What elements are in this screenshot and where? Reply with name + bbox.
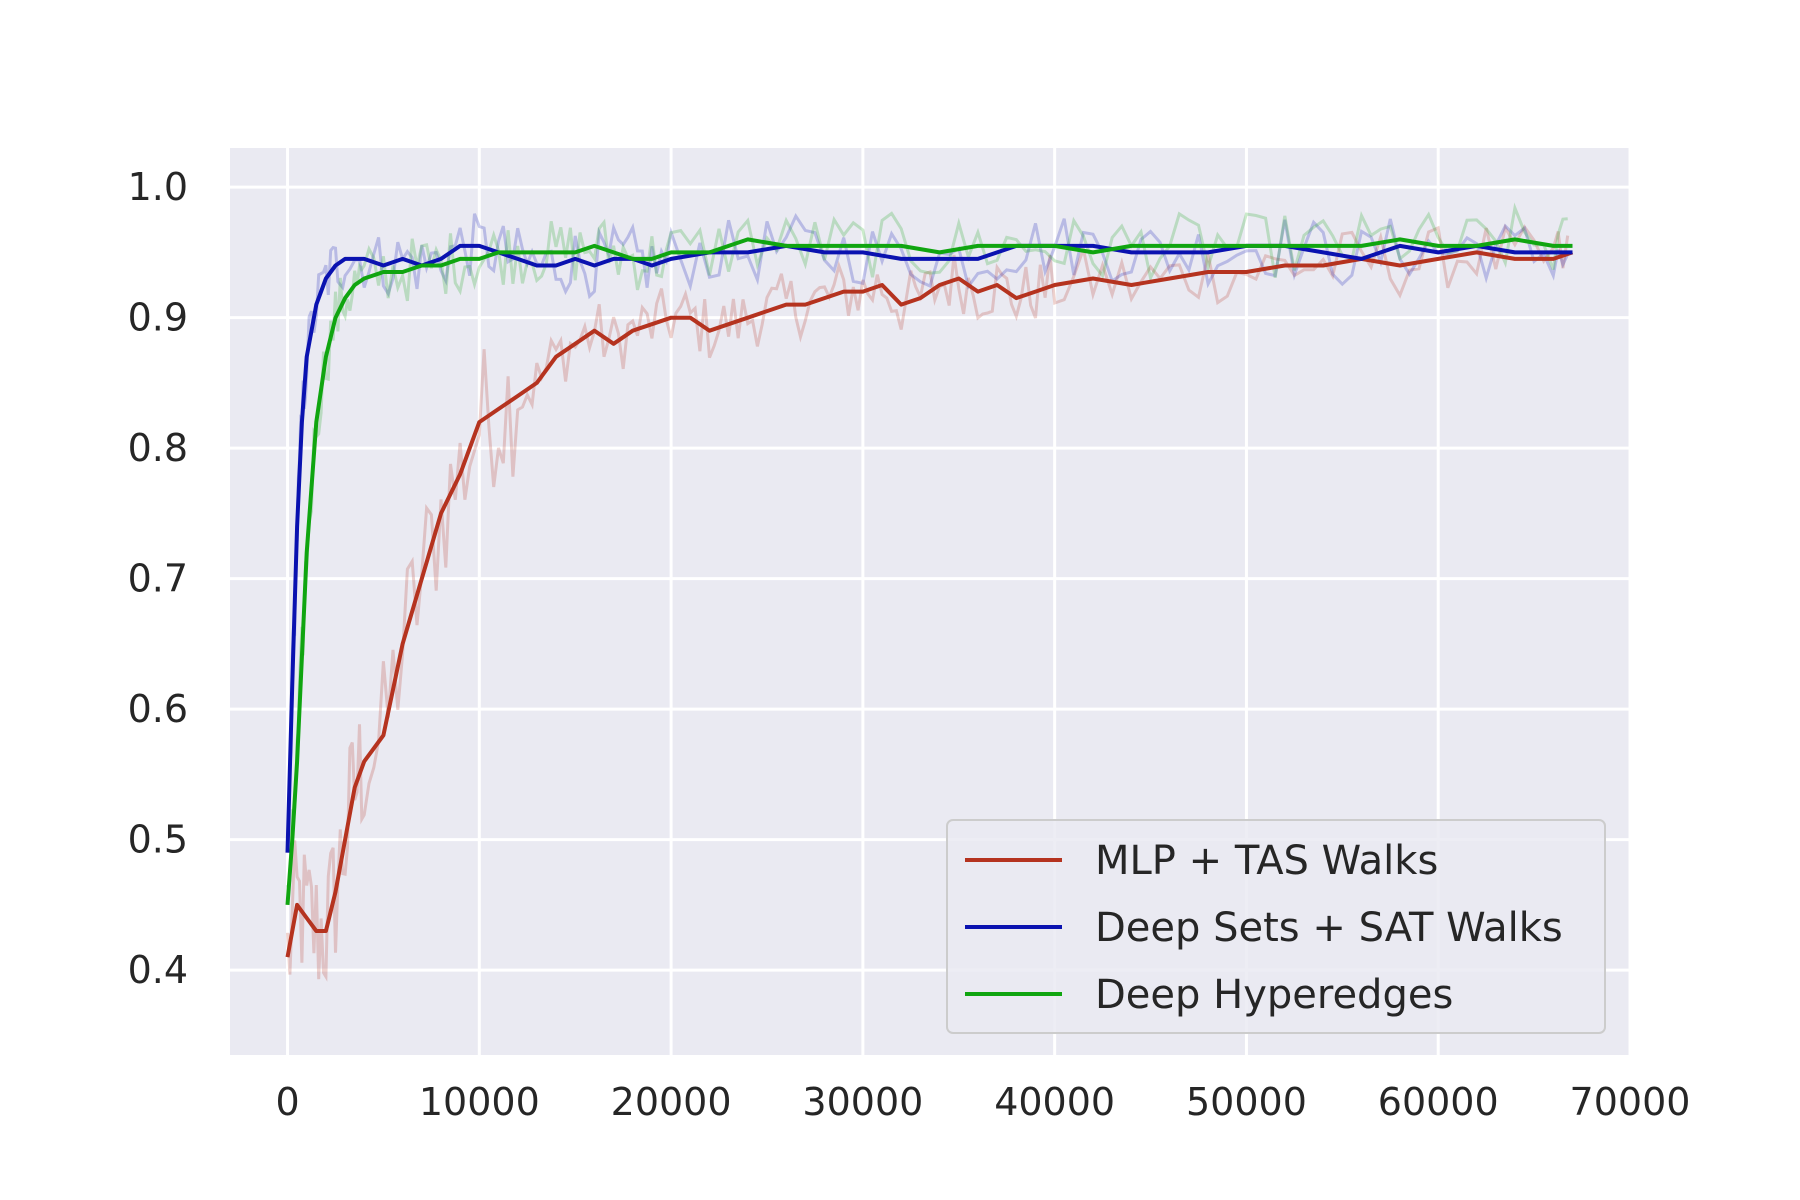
legend: MLP + TAS Walks Deep Sets + SAT Walks Deep… — [946, 819, 1606, 1034]
y-tick-label: 0.8 — [128, 426, 188, 470]
x-tick-label: 30000 — [802, 1080, 923, 1124]
x-tick-label: 40000 — [994, 1080, 1115, 1124]
x-tick-label: 70000 — [1570, 1080, 1691, 1124]
x-tick-label: 10000 — [419, 1080, 540, 1124]
x-tick-label: 20000 — [611, 1080, 732, 1124]
y-tick-label: 1.0 — [128, 165, 188, 209]
raw-trace-2 — [286, 202, 1568, 890]
legend-box — [946, 819, 1606, 1034]
x-tick-label: 60000 — [1378, 1080, 1499, 1124]
y-tick-label: 0.7 — [128, 557, 188, 601]
series-line-2 — [285, 237, 1573, 906]
legend-label: Deep Sets + SAT Walks — [1095, 905, 1563, 951]
x-tick-label: 50000 — [1186, 1080, 1307, 1124]
smoothed-series-layer — [285, 237, 1574, 958]
legend-label: MLP + TAS Walks — [1095, 838, 1438, 884]
series-line-0 — [285, 250, 1574, 958]
legend-label: Deep Hyperedges — [1095, 972, 1453, 1018]
tick-labels: 0 10000 20000 30000 40000 50000 60000 70000 0.4 0… — [128, 165, 1691, 1124]
y-tick-label: 0.4 — [128, 948, 188, 992]
y-tick-label: 0.5 — [128, 818, 188, 862]
x-tick-label: 0 — [275, 1080, 299, 1124]
y-tick-label: 0.9 — [128, 296, 188, 340]
y-tick-label: 0.6 — [128, 687, 188, 731]
